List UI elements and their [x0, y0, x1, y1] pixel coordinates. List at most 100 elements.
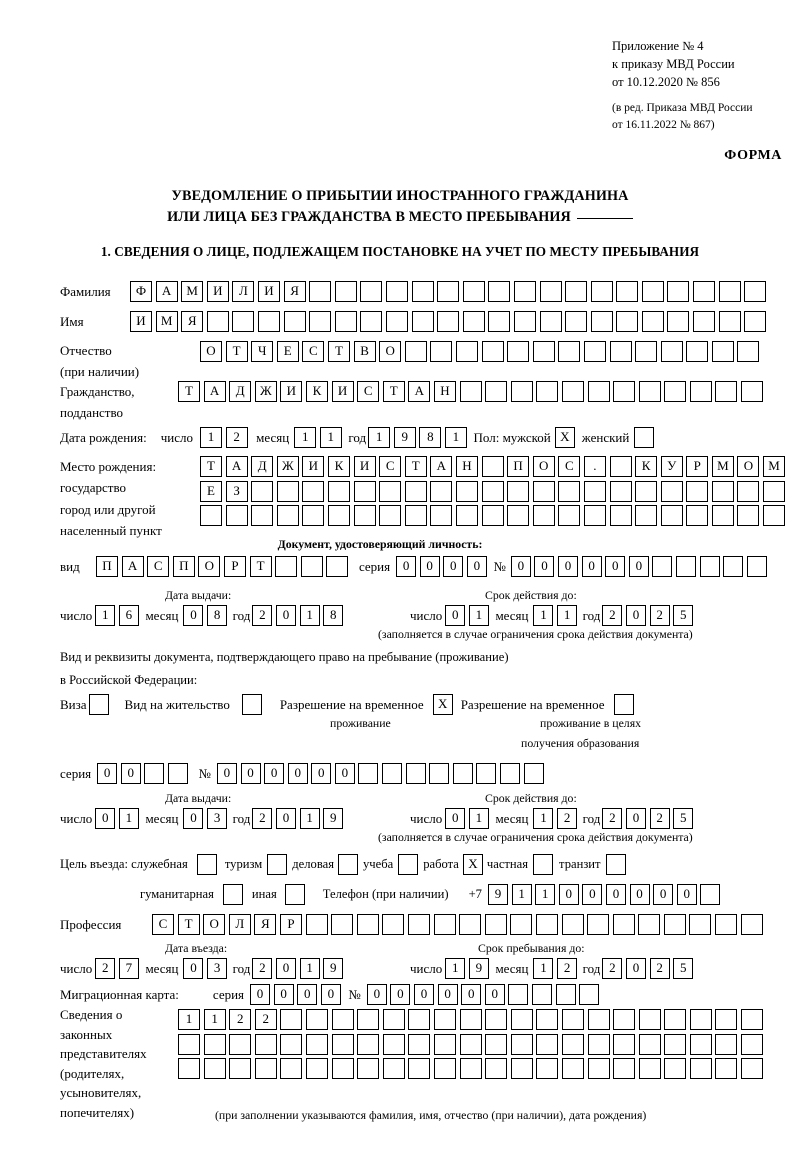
char-cell[interactable] [565, 281, 588, 302]
char-cell[interactable]: 0 [534, 556, 555, 577]
char-cell[interactable] [382, 763, 403, 784]
char-cell[interactable] [711, 480, 734, 502]
char-cell[interactable] [638, 1058, 661, 1079]
char-cell[interactable] [558, 480, 581, 502]
char-cell[interactable]: 1 [95, 605, 116, 626]
char-cell[interactable] [452, 763, 473, 784]
char-cell[interactable]: П [172, 556, 195, 577]
char-cell[interactable]: 0 [276, 808, 297, 829]
char-cell[interactable] [638, 914, 661, 935]
char-cell[interactable] [280, 1058, 303, 1079]
char-cell[interactable] [232, 311, 255, 332]
char-cell[interactable]: 3 [207, 808, 228, 829]
char-cell[interactable] [652, 556, 673, 577]
char-cell[interactable]: Т [382, 381, 405, 402]
char-cell[interactable]: 0 [466, 556, 487, 577]
char-cell[interactable]: Я [283, 281, 306, 302]
char-cell[interactable] [334, 311, 357, 332]
char-cell[interactable]: 1 [299, 808, 320, 829]
char-cell[interactable]: 1 [445, 958, 466, 979]
char-cell[interactable] [305, 914, 328, 935]
char-cell[interactable]: 2 [649, 958, 670, 979]
char-cell[interactable] [686, 480, 709, 502]
char-cell[interactable]: Т [225, 341, 248, 362]
char-cell[interactable]: 0 [95, 808, 116, 829]
char-cell[interactable] [660, 480, 683, 502]
char-cell[interactable] [357, 1033, 380, 1055]
char-cell[interactable] [558, 341, 581, 362]
char-cell[interactable] [638, 381, 661, 402]
char-cell[interactable]: 0 [628, 556, 649, 577]
char-cell[interactable] [715, 381, 738, 402]
char-cell[interactable] [459, 381, 482, 402]
char-cell[interactable]: А [430, 456, 453, 477]
char-cell[interactable] [206, 311, 229, 332]
char-cell[interactable] [481, 341, 504, 362]
char-cell[interactable] [635, 480, 658, 502]
char-cell[interactable]: С [357, 381, 380, 402]
char-cell[interactable] [382, 914, 405, 935]
char-cell[interactable] [508, 984, 529, 1005]
char-cell[interactable]: 2 [649, 605, 670, 626]
char-cell[interactable]: 2 [252, 958, 273, 979]
char-cell[interactable] [254, 1058, 277, 1079]
char-cell[interactable]: 0 [605, 556, 626, 577]
char-cell[interactable] [276, 505, 299, 526]
char-cell[interactable]: Д [229, 381, 252, 402]
char-cell[interactable] [485, 1009, 508, 1030]
char-cell[interactable] [609, 456, 632, 477]
char-cell[interactable] [309, 311, 332, 332]
char-cell[interactable] [539, 281, 562, 302]
char-cell[interactable]: 0 [183, 958, 204, 979]
char-cell[interactable] [407, 914, 430, 935]
char-cell[interactable]: 5 [673, 808, 694, 829]
char-cell[interactable] [699, 556, 720, 577]
char-cell[interactable]: 0 [250, 984, 271, 1005]
char-cell[interactable] [613, 381, 636, 402]
char-cell[interactable]: 0 [183, 605, 204, 626]
char-cell[interactable] [276, 480, 299, 502]
char-cell[interactable]: 0 [276, 605, 297, 626]
char-cell[interactable]: С [147, 556, 170, 577]
char-cell[interactable] [587, 914, 610, 935]
char-cell[interactable]: 8 [419, 427, 442, 448]
char-cell[interactable] [327, 480, 350, 502]
char-cell[interactable] [251, 480, 274, 502]
char-cell[interactable] [331, 1058, 354, 1079]
char-cell[interactable] [741, 381, 764, 402]
char-cell[interactable]: К [327, 456, 350, 477]
char-cell[interactable] [635, 505, 658, 526]
char-cell[interactable]: 1 [533, 958, 554, 979]
char-cell[interactable]: 1 [368, 427, 391, 448]
char-cell[interactable]: 0 [626, 605, 647, 626]
char-cell[interactable]: И [257, 281, 280, 302]
char-cell[interactable] [676, 556, 697, 577]
char-cell[interactable]: 0 [484, 984, 505, 1005]
char-cell[interactable] [358, 763, 379, 784]
char-cell[interactable]: 2 [229, 1009, 252, 1030]
char-cell[interactable] [484, 914, 507, 935]
char-cell[interactable] [561, 1058, 584, 1079]
char-cell[interactable]: 2 [602, 808, 623, 829]
char-cell[interactable] [385, 281, 408, 302]
char-cell[interactable]: 0 [581, 556, 602, 577]
char-cell[interactable]: 0 [366, 984, 387, 1005]
char-cell[interactable] [331, 914, 354, 935]
char-cell[interactable]: Ч [251, 341, 274, 362]
char-cell[interactable] [689, 381, 712, 402]
char-cell[interactable]: Т [178, 381, 200, 402]
char-cell[interactable]: 1 [533, 808, 554, 829]
char-cell[interactable] [302, 505, 325, 526]
char-cell[interactable] [481, 505, 504, 526]
char-cell[interactable]: И [331, 381, 354, 402]
char-cell[interactable]: 9 [468, 958, 489, 979]
char-cell[interactable] [532, 341, 555, 362]
char-cell[interactable] [510, 381, 533, 402]
